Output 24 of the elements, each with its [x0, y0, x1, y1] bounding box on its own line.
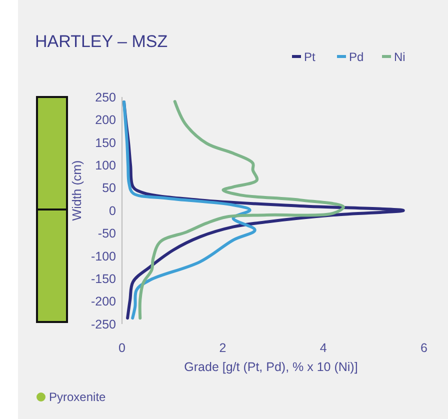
- line-series: [138, 100, 345, 320]
- x-axis-title: Grade [g/t (Pt, Pd), % x 10 (Ni)]: [184, 360, 358, 374]
- legend-label: Pt: [304, 50, 316, 64]
- line-series: [122, 100, 256, 320]
- legend-label: Pd: [349, 50, 364, 64]
- y-tick-label: 250: [95, 90, 116, 104]
- y-tick-label: 100: [95, 158, 116, 172]
- x-tick-label: 6: [420, 341, 428, 355]
- y-tick-label: -150: [90, 272, 116, 286]
- x-tick-label: 4: [320, 341, 327, 355]
- y-axis-title: Width (cm): [70, 160, 84, 221]
- y-tick-label: 50: [102, 181, 116, 196]
- x-tick-label: 2: [219, 341, 226, 355]
- y-tick-label: -200: [90, 294, 116, 309]
- text: Pyroxenite: [49, 390, 106, 404]
- y-tick-label: 150: [95, 136, 116, 150]
- y-tick-label: -50: [98, 226, 116, 241]
- chart-title: HARTLEY – MSZ: [35, 32, 168, 51]
- y-tick-label: -250: [90, 317, 116, 332]
- y-tick-label: 0: [109, 204, 116, 218]
- x-tick-label: 0: [118, 341, 126, 355]
- y-tick-label: 200: [95, 113, 116, 128]
- legend-label: Ni: [394, 50, 406, 64]
- y-tick-label: -100: [90, 249, 116, 264]
